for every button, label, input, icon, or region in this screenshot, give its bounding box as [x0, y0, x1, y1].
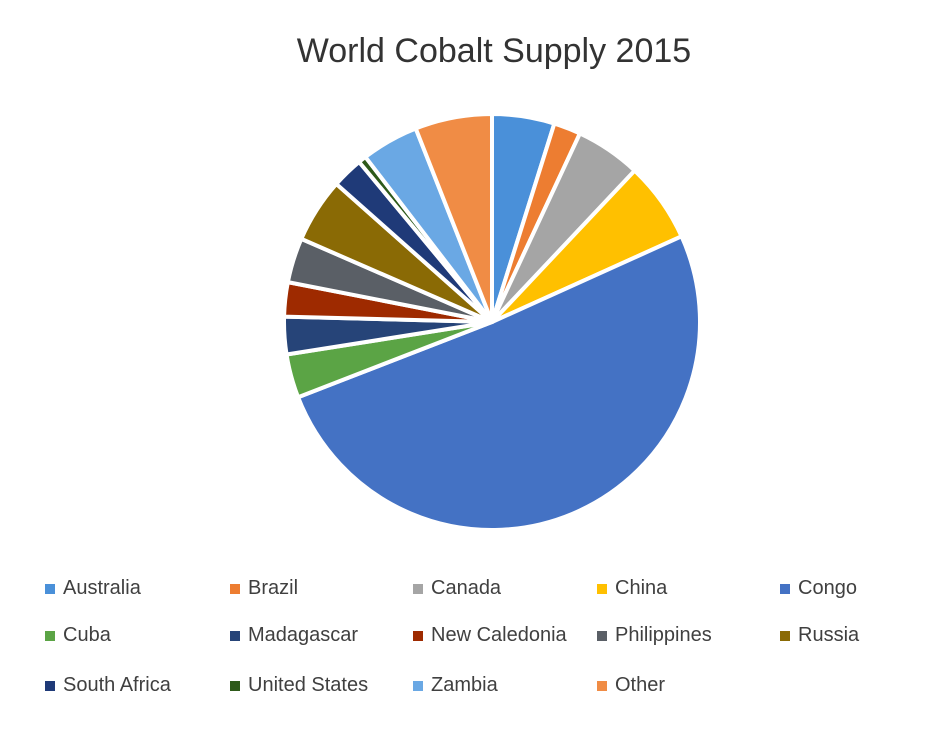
legend-label: Russia: [798, 624, 860, 646]
legend-label: China: [615, 577, 668, 599]
pie-chart: [282, 112, 702, 532]
legend-swatch: [413, 680, 423, 691]
legend-swatch: [230, 680, 240, 691]
legend-swatch: [230, 630, 240, 641]
legend-item: Russia: [780, 624, 859, 647]
legend-swatch: [45, 630, 55, 641]
legend-item: China: [597, 577, 667, 600]
legend-item: Cuba: [45, 624, 111, 647]
legend-item: Other: [597, 674, 665, 697]
legend-item: Madagascar: [230, 624, 358, 647]
legend-label: Madagascar: [248, 624, 359, 646]
legend-label: Other: [615, 674, 666, 696]
legend-swatch: [780, 583, 790, 594]
legend-swatch: [45, 680, 55, 691]
legend-label: Australia: [63, 577, 141, 599]
legend-label: Brazil: [248, 577, 299, 599]
legend-item: South Africa: [45, 674, 171, 697]
legend-swatch: [413, 583, 423, 594]
legend-item: New Caledonia: [413, 624, 567, 647]
chart-title: World Cobalt Supply 2015: [296, 32, 692, 70]
legend-swatch: [597, 630, 607, 641]
legend-swatch: [230, 583, 240, 594]
legend-label: Canada: [431, 577, 502, 599]
legend-label: South Africa: [63, 674, 171, 696]
legend-item: Zambia: [413, 674, 498, 697]
legend-label: United States: [248, 674, 369, 696]
pie-slice-congo: [296, 234, 702, 532]
legend-swatch: [780, 630, 790, 641]
legend-label: Zambia: [431, 674, 498, 696]
legend-swatch: [597, 583, 607, 594]
legend-item: Australia: [45, 577, 141, 600]
legend-swatch: [45, 583, 55, 594]
legend-label: Congo: [798, 577, 857, 599]
legend-item: Congo: [780, 577, 857, 600]
legend-label: Cuba: [63, 624, 111, 646]
legend-item: Brazil: [230, 577, 298, 600]
legend-label: New Caledonia: [431, 624, 567, 646]
pie-slice-other: [413, 112, 494, 324]
legend-item: Philippines: [597, 624, 712, 647]
legend-label: Philippines: [615, 624, 712, 646]
legend-item: Canada: [413, 577, 501, 600]
legend-swatch: [413, 630, 423, 641]
legend-swatch: [597, 680, 607, 691]
legend-item: United States: [230, 674, 368, 697]
